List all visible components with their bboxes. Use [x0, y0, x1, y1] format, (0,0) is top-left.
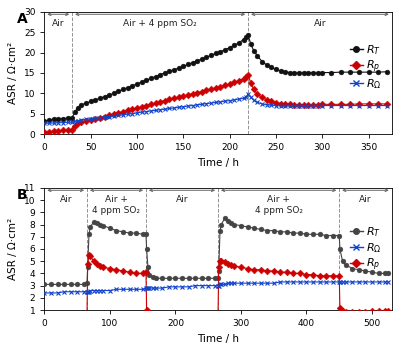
- Text: Air: Air: [52, 19, 64, 28]
- Text: Air +
4 ppm SO₂: Air + 4 ppm SO₂: [255, 195, 303, 215]
- Text: A: A: [17, 12, 27, 26]
- Text: Air + 4 ppm SO₂: Air + 4 ppm SO₂: [123, 19, 197, 28]
- X-axis label: Time / h: Time / h: [197, 334, 239, 344]
- Text: Air +
4 ppm SO₂: Air + 4 ppm SO₂: [92, 195, 140, 215]
- Text: B: B: [17, 188, 27, 202]
- Y-axis label: ASR / Ω·cm²: ASR / Ω·cm²: [8, 218, 18, 280]
- Text: Air: Air: [314, 19, 326, 28]
- X-axis label: Time / h: Time / h: [197, 158, 239, 168]
- Y-axis label: ASR / Ω·cm²: ASR / Ω·cm²: [8, 42, 18, 104]
- Legend: $R_T$, $R_\Omega$, $R_p$: $R_T$, $R_\Omega$, $R_p$: [345, 221, 386, 277]
- Legend: $R_T$, $R_p$, $R_\Omega$: $R_T$, $R_p$, $R_\Omega$: [345, 39, 386, 95]
- Text: Air: Air: [359, 195, 372, 204]
- Text: Air: Air: [60, 195, 72, 204]
- Text: Air: Air: [176, 195, 188, 204]
